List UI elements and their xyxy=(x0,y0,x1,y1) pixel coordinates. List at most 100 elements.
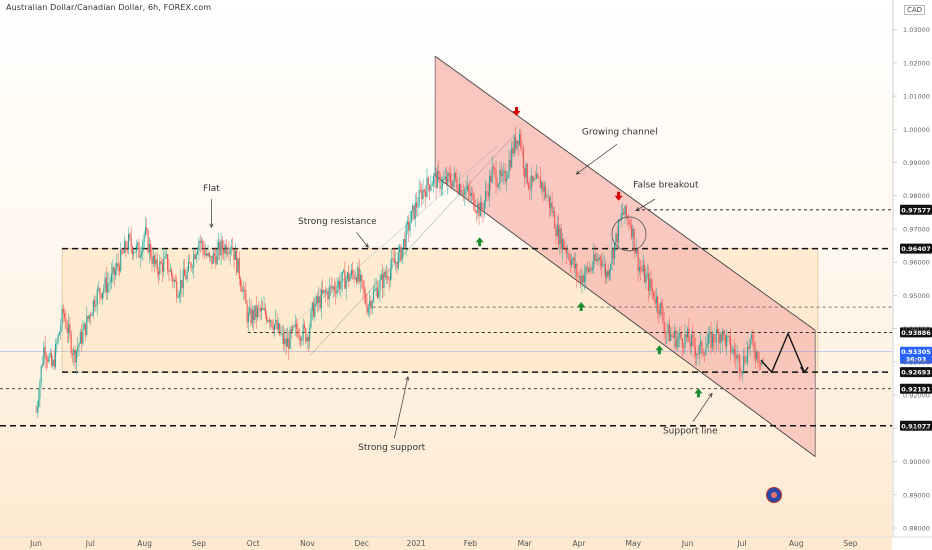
candle-body xyxy=(541,182,543,189)
candle-body xyxy=(564,248,566,250)
candle-body xyxy=(628,218,630,225)
candle-body xyxy=(405,224,407,248)
candle-body xyxy=(336,286,338,294)
candle-body xyxy=(762,359,764,361)
candle-body xyxy=(657,296,659,310)
candle-body xyxy=(749,338,751,349)
candle-body xyxy=(460,184,462,194)
candle-body xyxy=(311,302,313,311)
candle-body xyxy=(520,133,522,148)
y-tick-label: 0.92000 xyxy=(903,392,930,400)
candle-body xyxy=(693,337,695,348)
candle-body xyxy=(303,324,306,329)
candle-body xyxy=(409,222,411,231)
annotation-flat: Flat xyxy=(203,184,220,194)
candle-body xyxy=(522,148,524,169)
candle-body xyxy=(461,193,463,195)
x-tick-label: May xyxy=(626,539,642,548)
x-tick-label: Aug xyxy=(137,539,152,548)
candle-body xyxy=(186,270,188,280)
level-box-0.92191 xyxy=(900,383,932,394)
candle-body xyxy=(464,189,466,195)
candle-body xyxy=(91,313,93,317)
candle-body xyxy=(223,249,225,254)
candle-body xyxy=(225,244,227,254)
candle-body xyxy=(561,238,564,250)
candle-body xyxy=(752,334,754,342)
level-box-0.91077 xyxy=(900,420,932,431)
candle-body xyxy=(306,337,308,342)
candle-body xyxy=(597,258,599,261)
candle-body xyxy=(246,303,248,323)
candle-body xyxy=(358,267,360,282)
candle-body xyxy=(500,169,502,176)
candle-body xyxy=(320,289,322,308)
false-breakout-circle xyxy=(611,216,647,252)
candle-body xyxy=(107,283,109,293)
trend-line-lower xyxy=(310,132,517,356)
x-tick-label: Aug xyxy=(789,539,804,548)
candle-body xyxy=(184,269,186,277)
candle-body xyxy=(241,286,243,292)
candle-body xyxy=(167,254,169,271)
candle-body xyxy=(419,189,421,191)
candle-body xyxy=(363,289,365,294)
candle-body xyxy=(477,203,479,213)
candle-body xyxy=(688,328,690,342)
candle-body xyxy=(228,252,230,254)
level-label-0.93305: 0.93305 xyxy=(901,348,931,356)
candle-body xyxy=(88,314,90,319)
candle-body xyxy=(458,184,461,193)
x-tick-label: Oct xyxy=(247,539,260,548)
candle-body xyxy=(728,335,730,338)
candle-body xyxy=(580,276,582,285)
candle-body xyxy=(417,206,419,208)
candle-body xyxy=(662,308,664,321)
candle-body xyxy=(285,338,287,347)
candle-body xyxy=(534,178,536,179)
candle-body xyxy=(170,269,173,276)
candle-body xyxy=(83,323,85,331)
candle-body xyxy=(720,334,723,341)
candle-body xyxy=(101,292,104,299)
candle-body xyxy=(748,346,750,349)
candle-body xyxy=(224,244,226,254)
candle-body xyxy=(444,176,446,180)
candle-body xyxy=(148,243,150,253)
candle-body xyxy=(326,291,328,293)
candle-body xyxy=(43,346,45,364)
candle-body xyxy=(168,270,170,272)
candle-body xyxy=(482,211,484,213)
candle-body xyxy=(56,342,58,344)
candle-body xyxy=(39,381,41,399)
candle-body xyxy=(240,278,242,287)
candle-body xyxy=(392,258,394,260)
projection-arrowhead xyxy=(799,366,809,374)
candle-body xyxy=(651,288,653,291)
candle-body xyxy=(604,264,607,278)
candle-body xyxy=(690,334,693,347)
candle-body xyxy=(466,186,468,190)
x-tick-label: Feb xyxy=(464,539,478,548)
candle-body xyxy=(187,261,190,271)
candle-body xyxy=(412,205,414,211)
x-tick-label: Nov xyxy=(300,539,315,548)
candle-body xyxy=(512,147,514,154)
candle-body xyxy=(35,411,37,413)
level-box-0.93886 xyxy=(900,327,932,338)
candle-body xyxy=(194,254,196,260)
candle-body xyxy=(182,269,184,289)
candle-body xyxy=(642,265,644,272)
candle-body xyxy=(68,324,70,334)
candle-body xyxy=(53,359,55,367)
pointer-false-breakout xyxy=(635,198,656,211)
candle-body xyxy=(238,258,240,279)
buy-arrow-icon xyxy=(655,345,664,355)
candle-body xyxy=(434,173,436,176)
candle-body xyxy=(40,366,42,382)
candle-body xyxy=(365,293,367,304)
candle-body xyxy=(396,262,398,269)
candle-body xyxy=(629,224,631,226)
candle-body xyxy=(576,263,578,277)
